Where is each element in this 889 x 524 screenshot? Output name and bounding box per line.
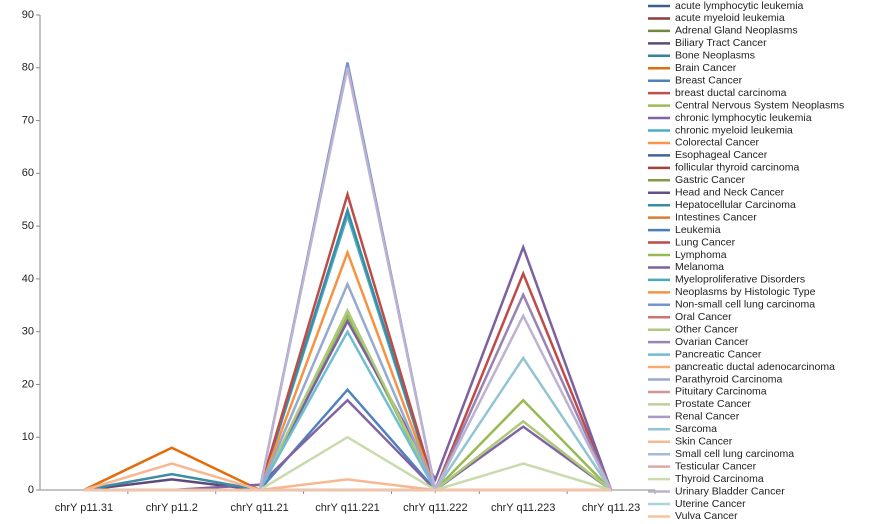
y-tick-label: 60: [22, 167, 34, 179]
legend-label: Leukemia: [675, 224, 721, 236]
x-tick-label: chrY p11.2: [146, 502, 198, 514]
y-tick-label: 0: [28, 484, 34, 496]
series-line: [83, 313, 612, 493]
legend-label: Testicular Cancer: [675, 460, 757, 472]
legend-label: Prostate Cancer: [675, 398, 751, 410]
x-tick-label: chrY q11.21: [230, 502, 288, 514]
series-line: [83, 211, 612, 492]
legend-label: follicular thyroid carcinoma: [675, 162, 799, 174]
legend-label: Uterine Cancer: [675, 498, 746, 510]
legend-label: Central Nervous System Neoplasms: [675, 99, 844, 111]
y-tick-label: 40: [22, 273, 34, 285]
legend-label: Small cell lung carcinoma: [675, 448, 794, 460]
legend-label: Pancreatic Cancer: [675, 348, 762, 360]
series-line: [83, 62, 612, 492]
x-tick-label: chrY q11.222: [403, 502, 467, 514]
legend-label: Oral Cancer: [675, 311, 732, 323]
series-line: [83, 190, 613, 494]
legend-label: Melanoma: [675, 261, 724, 273]
legend-label: Hepatocellular Carcinoma: [675, 199, 796, 211]
legend-label: acute lymphocytic leukemia: [675, 0, 804, 12]
x-tick-label: chrY q11.221: [315, 502, 379, 514]
legend-label: Brain Cancer: [675, 62, 737, 74]
legend-label: Renal Cancer: [675, 411, 740, 423]
y-tick-label: 90: [22, 9, 34, 21]
legend-label: acute myeloid leukemia: [675, 12, 785, 24]
legend-label: Breast Cancer: [675, 74, 743, 86]
legend-label: Ovarian Cancer: [675, 336, 749, 348]
legend-label: Non-small cell lung carcinoma: [675, 299, 815, 311]
legend-label: Intestines Cancer: [675, 211, 757, 223]
legend-label: Pituitary Carcinoma: [675, 386, 767, 398]
y-tick-label: 30: [22, 326, 34, 338]
x-tick-label: chrY p11.31: [55, 502, 113, 514]
legend-label: Gastric Cancer: [675, 174, 746, 186]
x-tick-label: chrY q11.23: [582, 502, 640, 514]
legend-label: Adrenal Gland Neoplasms: [675, 25, 798, 37]
legend-label: Sarcoma: [675, 423, 717, 435]
legend-label: Parathyroid Carcinoma: [675, 373, 783, 385]
series-line: [83, 435, 612, 492]
legend-label: Other Cancer: [675, 323, 739, 335]
y-tick-label: 50: [22, 220, 34, 232]
legend-label: Thyroid Carcinoma: [675, 473, 764, 485]
y-tick-label: 80: [22, 62, 34, 74]
legend-label: Head and Neck Cancer: [675, 187, 785, 199]
legend-label: pancreatic ductal adenocarcinoma: [675, 361, 835, 373]
legend-label: Bone Neoplasms: [675, 50, 755, 62]
legend-label: Lymphoma: [675, 249, 727, 261]
legend-label: Neoplasms by Histologic Type: [675, 286, 816, 298]
legend-label: Colorectal Cancer: [675, 137, 760, 149]
series-line: [83, 478, 612, 492]
legend-label: Skin Cancer: [675, 436, 733, 448]
legend-label: Urinary Bladder Cancer: [675, 485, 785, 497]
legend-label: breast ductal carcinoma: [675, 87, 787, 99]
legend-label: chronic lymphocytic leukemia: [675, 112, 812, 124]
legend-label: Esophageal Cancer: [675, 149, 768, 161]
y-tick-label: 20: [22, 378, 34, 390]
y-tick-label: 70: [22, 114, 34, 126]
series-line: [83, 446, 612, 492]
series-line: [83, 291, 613, 492]
x-tick-label: chrY q11.223: [491, 502, 555, 514]
legend-label: chronic myeloid leukemia: [675, 124, 793, 136]
legend-label: Biliary Tract Cancer: [675, 37, 767, 49]
y-tick-label: 10: [22, 431, 34, 443]
legend-label: Vulva Cancer: [675, 510, 738, 522]
legend-label: Myeloproliferative Disorders: [675, 274, 805, 286]
legend-label: Lung Cancer: [675, 236, 736, 248]
series-line: [83, 355, 613, 492]
